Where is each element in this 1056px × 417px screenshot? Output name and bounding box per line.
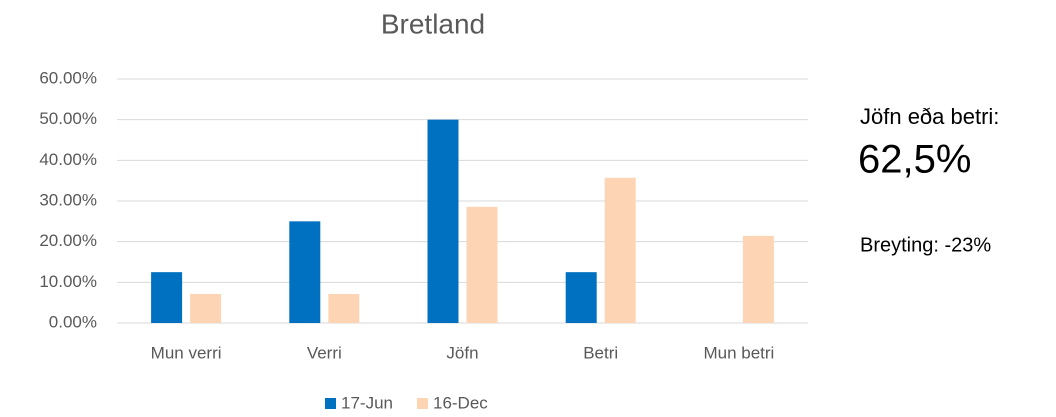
y-tick-label: 50.00% [39,109,97,128]
x-tick-label: Mun verri [151,343,222,362]
bar [742,235,774,323]
y-tick-label: 10.00% [39,272,97,291]
legend-swatch [325,398,336,409]
bar [190,293,222,323]
x-tick-label: Mun betri [703,343,774,362]
bar [604,177,636,323]
annotation: 62,5% [858,138,971,182]
legend-swatch [416,398,428,409]
legend-label: 16-Dec [433,393,488,412]
y-tick-label: 60.00% [39,68,97,87]
legend-label: 17-Jun [341,393,393,412]
y-tick-label: 40.00% [39,150,97,169]
x-tick-label: Verri [307,343,342,362]
y-tick-label: 30.00% [39,190,97,209]
y-tick-label: 20.00% [39,231,97,250]
x-tick-label: Jöfn [446,343,478,362]
bar [427,119,459,324]
annotation: Jöfn eða betri: [860,104,999,129]
bar [289,221,321,323]
bar [565,272,597,323]
y-tick-label: 0.00% [49,312,97,331]
annotation: Breyting: -23% [860,234,991,256]
chart-title: Bretland [381,8,485,39]
bar [466,206,498,323]
x-tick-label: Betri [583,343,618,362]
bar [328,293,360,323]
bar [151,272,183,323]
